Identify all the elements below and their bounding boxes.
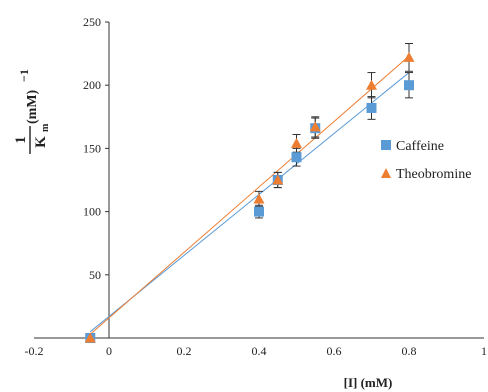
data-point-caffeine [291,152,302,163]
y-axis-title-numerator: 1 [13,136,29,144]
data-point-theobromine [253,193,265,204]
legend-label-theobromine: Theobromine [396,167,471,182]
data-point-theobromine [403,51,415,62]
data-point-caffeine [254,206,264,217]
y-axis-title: 1 K m (mM) −1 [13,69,51,154]
data-point-theobromine [291,137,302,148]
y-tick-labels: 50 100 150 200 250 [83,15,109,282]
legend-marker-theobromine [381,168,391,178]
data-point-theobromine [272,174,284,185]
trendline-theobromine [89,55,410,335]
x-tick-label: 0.2 [177,344,192,358]
x-tick-label: 0.8 [402,344,417,358]
y-axis-title-subscript: m [40,123,51,132]
legend: Caffeine Theobromine [381,139,471,182]
data-markers [84,51,415,343]
y-axis-title-exponent: −1 [17,69,31,82]
x-axis-title: [I] (mM) [344,375,393,390]
y-tick-label: 100 [83,205,101,219]
axes [34,22,484,339]
data-point-theobromine [84,332,96,343]
data-point-theobromine [366,79,377,90]
x-tick-label: 1 [481,344,487,358]
data-point-caffeine [366,102,377,113]
data-point-caffeine [404,80,414,91]
x-tick-label: 0.4 [252,344,267,358]
y-axis-title-denominator: K [33,136,49,148]
legend-marker-caffeine [381,140,391,150]
error-bars [255,42,413,219]
legend-label-caffeine: Caffeine [396,139,444,154]
y-tick-label: 250 [83,15,101,29]
trendlines [89,55,410,335]
x-tick-label: -0.2 [25,344,44,358]
x-tick-labels: -0.2 0 0.2 0.4 0.6 0.8 1 [25,344,488,358]
x-tick-label: 0.6 [327,344,342,358]
y-tick-label: 150 [83,141,101,155]
y-axis-title-unit: (mM) [25,89,40,124]
y-tick-label: 200 [83,78,101,92]
x-tick-label: 0 [106,344,112,358]
y-tick-label: 50 [89,268,101,282]
data-point-theobromine [309,121,321,132]
